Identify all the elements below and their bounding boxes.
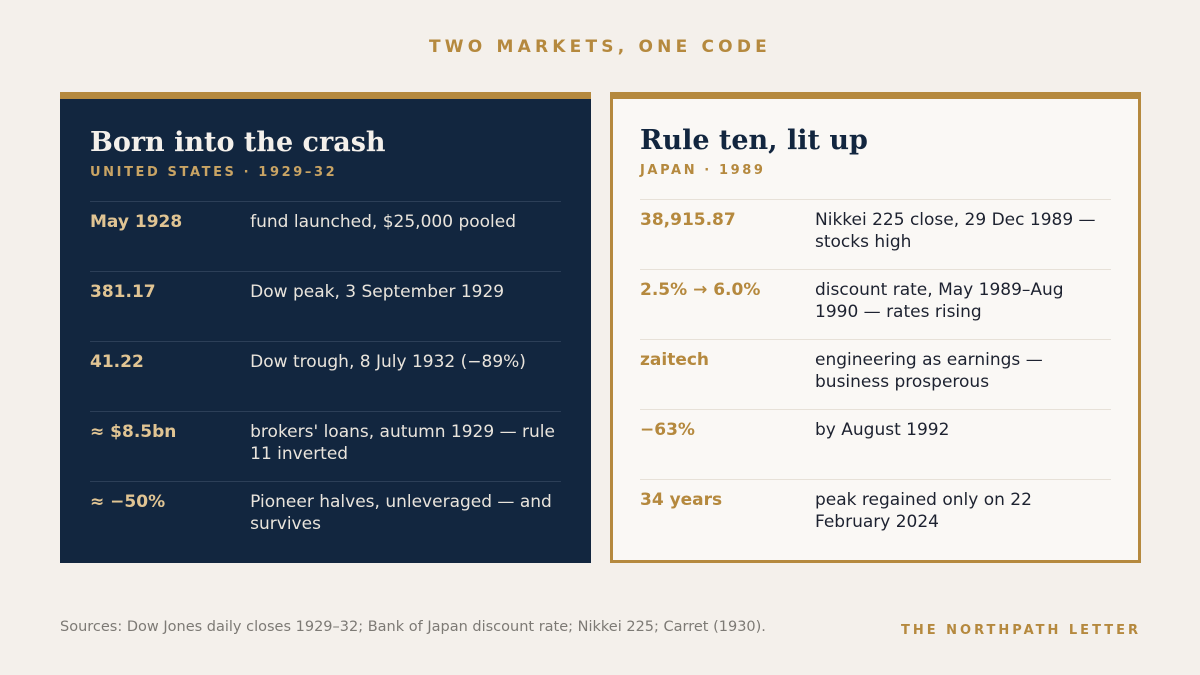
fact-description: peak regained only on 22 February 2024 xyxy=(815,490,1032,532)
fact-value: 41.22 xyxy=(90,352,144,372)
fact-description: Dow peak, 3 September 1929 xyxy=(250,282,505,302)
fact-row: 41.22 Dow trough, 8 July 1932 (−89%) xyxy=(90,341,561,411)
fact-row: −63% by August 1992 xyxy=(640,409,1111,479)
japan-panel-title: Rule ten, lit up xyxy=(640,125,868,156)
japan-facts-list: 38,915.87 Nikkei 225 close, 29 Dec 1989 … xyxy=(640,199,1111,549)
fact-description: discount rate, May 1989–Aug 1990 — rates… xyxy=(815,280,1064,322)
fact-row: ≈ $8.5bn brokers' loans, autumn 1929 — r… xyxy=(90,411,561,481)
sources-note: Sources: Dow Jones daily closes 1929–32;… xyxy=(60,619,766,635)
japan-panel: Rule ten, lit up JAPAN · 1989 38,915.87 … xyxy=(610,92,1141,563)
japan-panel-subtitle: JAPAN · 1989 xyxy=(640,163,766,178)
fact-value: 2.5% → 6.0% xyxy=(640,280,761,300)
fact-row: 2.5% → 6.0% discount rate, May 1989–Aug … xyxy=(640,269,1111,339)
fact-value: ≈ $8.5bn xyxy=(90,422,177,442)
fact-description: brokers' loans, autumn 1929 — rule 11 in… xyxy=(250,422,555,464)
brand-mark: THE NORTHPATH LETTER xyxy=(900,623,1141,638)
fact-value: 34 years xyxy=(640,490,723,510)
us-facts-list: May 1928 fund launched, $25,000 pooled 3… xyxy=(90,201,561,551)
fact-description: fund launched, $25,000 pooled xyxy=(250,212,517,232)
us-panel-subtitle: UNITED STATES · 1929–32 xyxy=(90,165,338,180)
page-kicker: TWO MARKETS, ONE CODE xyxy=(429,37,771,57)
fact-value: zaitech xyxy=(640,350,710,370)
fact-row: 34 years peak regained only on 22 Februa… xyxy=(640,479,1111,549)
fact-row: zaitech engineering as earnings — busine… xyxy=(640,339,1111,409)
fact-row: May 1928 fund launched, $25,000 pooled xyxy=(90,201,561,271)
fact-description: Dow trough, 8 July 1932 (−89%) xyxy=(250,352,526,372)
fact-description: Nikkei 225 close, 29 Dec 1989 — stocks h… xyxy=(815,210,1096,252)
fact-description: engineering as earnings — business prosp… xyxy=(815,350,1043,392)
fact-value: ≈ −50% xyxy=(90,492,166,512)
fact-row: 38,915.87 Nikkei 225 close, 29 Dec 1989 … xyxy=(640,199,1111,269)
fact-row: 381.17 Dow peak, 3 September 1929 xyxy=(90,271,561,341)
fact-description: by August 1992 xyxy=(815,420,950,440)
fact-value: −63% xyxy=(640,420,695,440)
us-panel-title: Born into the crash xyxy=(90,127,386,158)
fact-row: ≈ −50% Pioneer halves, unleveraged — and… xyxy=(90,481,561,551)
us-panel: Born into the crash UNITED STATES · 1929… xyxy=(60,92,591,563)
fact-value: 38,915.87 xyxy=(640,210,736,230)
fact-value: May 1928 xyxy=(90,212,183,232)
fact-description: Pioneer halves, unleveraged — and surviv… xyxy=(250,492,552,534)
fact-value: 381.17 xyxy=(90,282,156,302)
